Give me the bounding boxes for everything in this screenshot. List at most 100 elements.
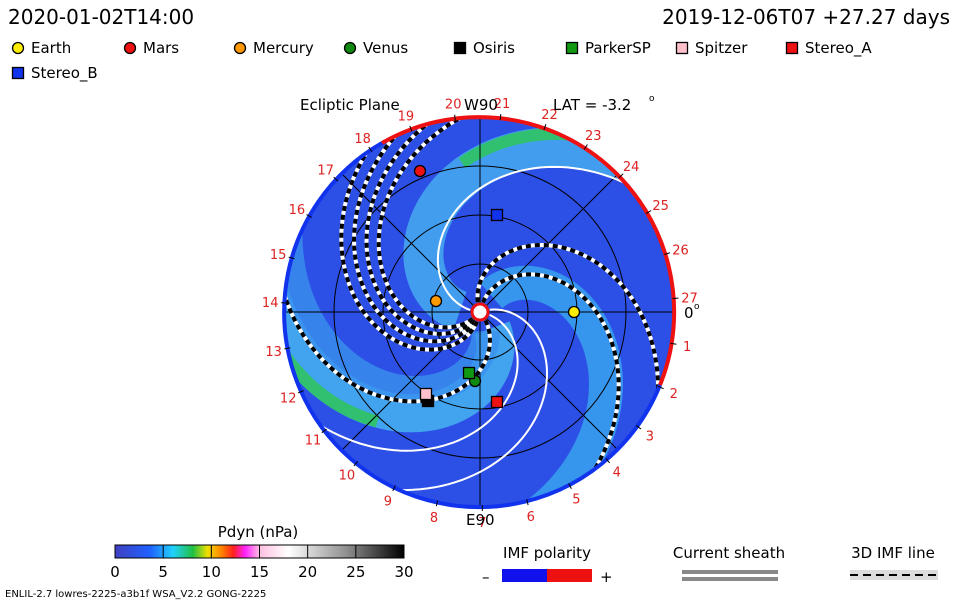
carrington-tick <box>368 146 373 153</box>
marker <box>462 366 476 380</box>
legend-label: Venus <box>363 39 408 57</box>
carrington-tick <box>321 428 327 434</box>
imf-line-key: 3D IMF line <box>851 544 935 562</box>
carrington-label: 24 <box>623 160 640 175</box>
carrington-label: 13 <box>265 345 282 360</box>
carrington-label: 2 <box>670 387 678 402</box>
carrington-tick <box>353 460 359 467</box>
plot-title: Ecliptic Plane <box>300 96 400 114</box>
carrington-label: 12 <box>280 391 297 406</box>
carrington-tick <box>306 214 312 218</box>
legend-label: Stereo_B <box>31 64 98 83</box>
marker <box>785 41 799 55</box>
carrington-label: 8 <box>430 511 438 526</box>
plus: + <box>600 568 613 586</box>
imf-line-bg <box>364 117 603 336</box>
carrington-label: 25 <box>652 199 669 214</box>
polarity-positive <box>547 569 592 582</box>
arm-core <box>285 192 380 428</box>
carrington-tick <box>298 390 304 394</box>
marker <box>11 41 25 55</box>
legend-label: Mercury <box>253 39 314 57</box>
legend: Earth Mars Mercury Venus Osiris ParkerSP Spitz… <box>11 39 872 83</box>
legend-label: Mars <box>143 39 179 57</box>
carrington-label: 22 <box>541 108 558 123</box>
carrington-tick <box>635 425 642 430</box>
colorbar-tick-label: 5 <box>158 563 168 581</box>
lat-label: LAT = -3.2 <box>553 96 631 114</box>
colorbar-tick-label: 20 <box>298 563 317 581</box>
carrington-tick <box>392 485 396 492</box>
carrington-label: 6 <box>527 510 535 525</box>
legend-label: Stereo_A <box>805 39 872 58</box>
carrington-tick <box>288 256 295 260</box>
marker <box>675 41 689 55</box>
marker <box>123 41 137 55</box>
marker <box>490 208 504 222</box>
carrington-tick <box>284 347 291 350</box>
right-label: 0 <box>684 304 694 322</box>
legend-label: Osiris <box>473 39 515 57</box>
carrington-label: 14 <box>262 296 279 311</box>
imf-line-bg <box>339 117 517 352</box>
carrington-label: 20 <box>445 98 462 113</box>
colorbar-tick-label: 25 <box>346 563 365 581</box>
carrington-label: 10 <box>339 468 356 483</box>
carrington-label: 1 <box>683 340 691 355</box>
marker <box>565 41 579 55</box>
sheath-line <box>682 577 778 581</box>
carrington-label: 9 <box>384 495 392 510</box>
imf-line-bg <box>376 117 641 330</box>
marker <box>413 164 427 178</box>
run-time: 2019-12-06T07 +27.27 days <box>662 5 950 29</box>
carrington-tick <box>526 499 529 506</box>
carrington-tick <box>454 114 456 121</box>
colorbar-title: Pdyn (nPa) <box>218 523 299 541</box>
legend-label: Spitzer <box>695 39 748 57</box>
colorbar-tick-label: 0 <box>110 563 120 581</box>
carrington-label: 15 <box>270 248 287 263</box>
current-sheath <box>436 165 675 327</box>
top-label: W90 <box>464 96 498 114</box>
carrington-tick <box>605 458 611 464</box>
polarity-negative <box>502 569 547 582</box>
marker <box>453 41 467 55</box>
carrington-tick <box>409 125 413 132</box>
sun <box>470 302 490 322</box>
carrington-tick <box>435 500 439 507</box>
imf-line-bg <box>351 117 561 344</box>
legend-label: ParkerSP <box>585 39 651 57</box>
carrington-label: 4 <box>613 465 621 480</box>
bottom-label: E90 <box>466 511 495 529</box>
imf-line-bg <box>285 118 492 404</box>
marker <box>490 395 504 409</box>
carrington-label: 18 <box>354 132 371 147</box>
carrington-label: 3 <box>646 429 654 444</box>
carrington-label: 5 <box>572 493 580 508</box>
marker <box>567 305 581 319</box>
marker <box>343 41 357 55</box>
legend-label: Earth <box>31 39 71 57</box>
imf-line-bg <box>443 272 621 507</box>
lat-degree: o <box>649 94 655 104</box>
carrington-tick <box>670 342 677 345</box>
marker <box>233 41 247 55</box>
carrington-tick <box>583 144 588 150</box>
model-time: 2020-01-02T14:00 <box>8 5 194 29</box>
carrington-label: 7 <box>478 516 486 531</box>
carrington-tick <box>645 210 652 214</box>
current-sheath <box>285 275 519 452</box>
colorbar-tick-label: 10 <box>202 563 221 581</box>
carrington-label: 16 <box>289 203 306 218</box>
carrington-tick <box>499 114 502 121</box>
carrington-label: 27 <box>681 291 698 306</box>
carrington-tick <box>618 173 624 179</box>
marker <box>419 387 433 401</box>
footer: ENLIL-2.7 lowres-2225-a3b1f WSA_V2.2 GON… <box>5 589 266 600</box>
colorbar-tick-label: 15 <box>250 563 269 581</box>
carrington-tick <box>664 252 671 255</box>
right-degree: o <box>694 302 700 312</box>
arm <box>396 265 623 507</box>
